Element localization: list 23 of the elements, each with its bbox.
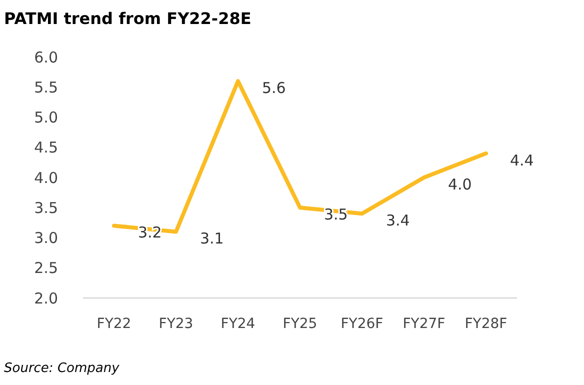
data-label: 4.0 xyxy=(448,176,472,194)
chart-title: PATMI trend from FY22-28E xyxy=(4,9,252,28)
y-tick-label: 4.5 xyxy=(34,138,58,157)
y-tick-label: 3.0 xyxy=(34,229,58,247)
x-tick-label: FY25 xyxy=(282,316,318,332)
data-label: 4.4 xyxy=(510,151,534,170)
x-tick-label: FY24 xyxy=(220,316,256,332)
source-note: Source: Company xyxy=(4,361,120,376)
y-tick-label: 2.0 xyxy=(34,289,58,308)
y-tick-label: 4.0 xyxy=(34,168,58,187)
x-tick-label: FY28F xyxy=(464,316,508,332)
y-tick-label: 3.5 xyxy=(34,198,58,217)
x-tick-label: FY26F xyxy=(340,316,384,332)
y-tick-label: 2.5 xyxy=(34,259,58,278)
y-tick-label: 5.5 xyxy=(34,78,58,96)
y-tick-label: 5.0 xyxy=(34,108,58,126)
x-tick-label: FY22 xyxy=(96,316,132,332)
x-tick-label: FY27F xyxy=(402,316,446,332)
data-label: 5.6 xyxy=(262,79,286,98)
data-label: 3.4 xyxy=(386,212,410,230)
x-tick-label: FY23 xyxy=(158,316,194,332)
data-label: 3.1 xyxy=(200,230,224,248)
y-tick-label: 6.0 xyxy=(34,48,58,66)
